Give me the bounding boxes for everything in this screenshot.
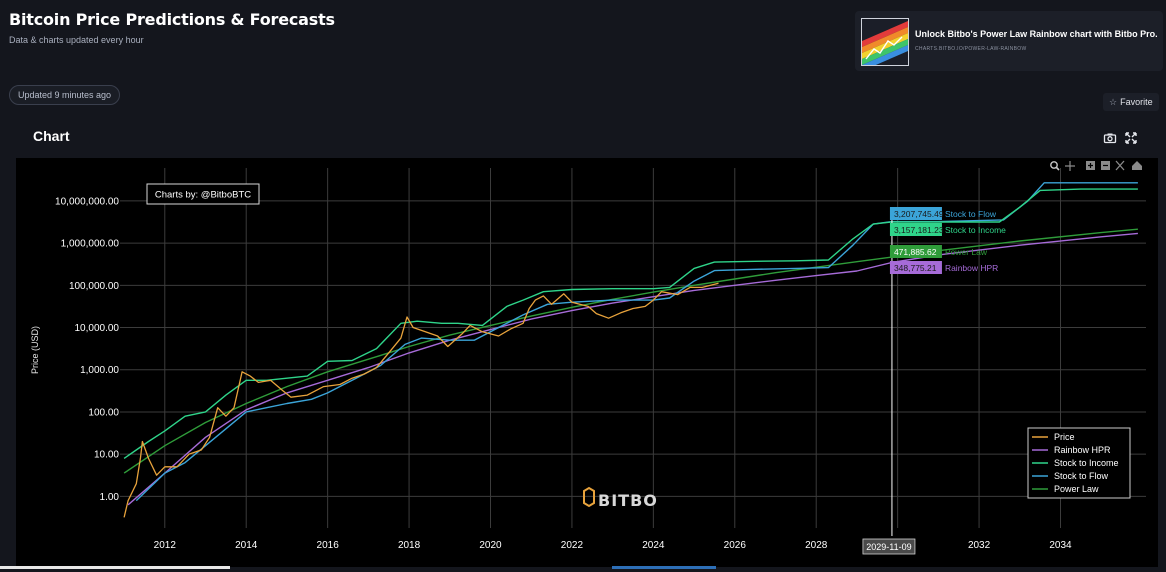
promo-card[interactable]: Unlock Bitbo's Power Law Rainbow chart w… xyxy=(855,11,1163,71)
legend-item[interactable]: Price xyxy=(1032,432,1075,442)
hover-label-power-law: 471,885.62 Power Law xyxy=(889,245,988,258)
page-title: Bitcoin Price Predictions & Forecasts xyxy=(9,10,335,29)
favorite-label: Favorite xyxy=(1120,97,1153,107)
y-tick-label: 100,000.00 xyxy=(69,281,119,292)
hover-date-badge: 2029-11-09 xyxy=(862,538,916,555)
bitbo-logo: BITBO xyxy=(583,486,658,510)
series-line-stock-to-income xyxy=(123,188,1138,459)
grid-lines xyxy=(120,168,1146,528)
autoscale-icon[interactable] xyxy=(1115,160,1125,171)
y-tick-label: 1.00 xyxy=(100,492,120,503)
bottom-scroll-thumb[interactable] xyxy=(612,566,716,569)
chart-legend: Price Rainbow HPR Stock to Income Stock to … xyxy=(1027,427,1131,499)
y-tick-labels: 1.00 10.00 100.00 1,000.00 10,000.00 100,000.… xyxy=(55,196,119,502)
credit-text: Charts by: @BitboBTC xyxy=(155,190,251,201)
reset-home-icon[interactable] xyxy=(1132,161,1142,170)
x-tick-label: 2014 xyxy=(235,540,258,551)
x-tick-label: 2024 xyxy=(642,540,665,551)
y-tick-label: 10,000,000.00 xyxy=(55,196,119,207)
credit-box: Charts by: @BitboBTC xyxy=(146,183,260,205)
star-icon: ☆ xyxy=(1109,97,1118,107)
chart-toolbar[interactable] xyxy=(1050,160,1142,171)
hover-value: 471,885.62 xyxy=(894,247,937,257)
legend-label: Power Law xyxy=(1054,484,1099,494)
y-axis-label: Price (USD) xyxy=(30,326,40,374)
price-forecast-chart[interactable]: 1.00 10.00 100.00 1,000.00 10,000.00 100,000.… xyxy=(16,158,1158,567)
legend-item[interactable]: Stock to Income xyxy=(1032,458,1119,468)
legend-item[interactable]: Rainbow HPR xyxy=(1032,445,1111,455)
hover-value: 348,775.21 xyxy=(894,263,937,273)
zoom-in-icon[interactable] xyxy=(1086,161,1095,170)
y-tick-label: 1,000,000.00 xyxy=(61,239,120,250)
bitbo-wordmark: BITBO xyxy=(598,491,658,510)
x-tick-label: 2028 xyxy=(805,540,828,551)
hover-series-name: Stock to Income xyxy=(945,225,1006,235)
x-tick-labels: 2012201420162018202020222024202620282030… xyxy=(154,540,1072,551)
series-line-rainbow-hpr xyxy=(127,232,1138,506)
zoom-out-icon[interactable] xyxy=(1101,161,1110,170)
legend-item[interactable]: Power Law xyxy=(1032,484,1099,494)
promo-url[interactable]: CHARTS.BITBO.IO/POWER-LAW-RAINBOW xyxy=(915,46,1027,52)
hover-date-text: 2029-11-09 xyxy=(866,542,911,552)
y-tick-label: 1,000.00 xyxy=(80,365,119,376)
legend-label: Rainbow HPR xyxy=(1054,445,1111,455)
zoom-icon[interactable] xyxy=(1050,161,1060,171)
camera-icon[interactable] xyxy=(1103,131,1117,145)
expand-icon[interactable] xyxy=(1124,131,1138,145)
legend-item[interactable]: Stock to Flow xyxy=(1032,471,1109,481)
hover-series-name: Power Law xyxy=(945,247,988,257)
rainbow-chart-thumbnail xyxy=(861,18,909,66)
x-tick-label: 2018 xyxy=(398,540,421,551)
hover-value: 3,157,181.23 xyxy=(894,225,944,235)
x-tick-label: 2032 xyxy=(968,540,991,551)
x-tick-label: 2034 xyxy=(1049,540,1072,551)
y-tick-label: 10.00 xyxy=(94,450,119,461)
promo-title[interactable]: Unlock Bitbo's Power Law Rainbow chart w… xyxy=(915,29,1158,39)
y-tick-label: 100.00 xyxy=(88,407,119,418)
x-tick-label: 2022 xyxy=(561,540,584,551)
x-tick-label: 2026 xyxy=(724,540,747,551)
x-tick-label: 2012 xyxy=(154,540,177,551)
section-title: Chart xyxy=(33,128,70,144)
chart-container[interactable]: 1.00 10.00 100.00 1,000.00 10,000.00 100,000.… xyxy=(16,158,1158,567)
page-subtitle: Data & charts updated every hour xyxy=(9,35,144,45)
favorite-button[interactable]: ☆ Favorite xyxy=(1103,93,1159,111)
hover-series-name: Stock to Flow xyxy=(945,209,997,219)
hover-value: 3,207,745.49 xyxy=(894,209,944,219)
hover-series-name: Rainbow HPR xyxy=(945,263,998,273)
hover-label-stock-to-flow: 3,207,745.49 Stock to Flow xyxy=(889,207,997,220)
legend-label: Stock to Flow xyxy=(1054,471,1109,481)
updated-badge: Updated 9 minutes ago xyxy=(9,85,121,105)
x-tick-label: 2020 xyxy=(479,540,502,551)
series-line-price xyxy=(123,282,719,518)
hover-label-stock-to-income: 3,157,181.23 Stock to Income xyxy=(889,223,1006,236)
hover-label-rainbow-hpr: 348,775.21 Rainbow HPR xyxy=(889,261,998,274)
pan-icon[interactable] xyxy=(1065,161,1075,171)
y-tick-label: 10,000.00 xyxy=(75,323,120,334)
x-tick-label: 2016 xyxy=(317,540,340,551)
legend-label: Stock to Income xyxy=(1054,458,1119,468)
bottom-scroll-region xyxy=(0,566,230,569)
legend-label: Price xyxy=(1054,432,1075,442)
